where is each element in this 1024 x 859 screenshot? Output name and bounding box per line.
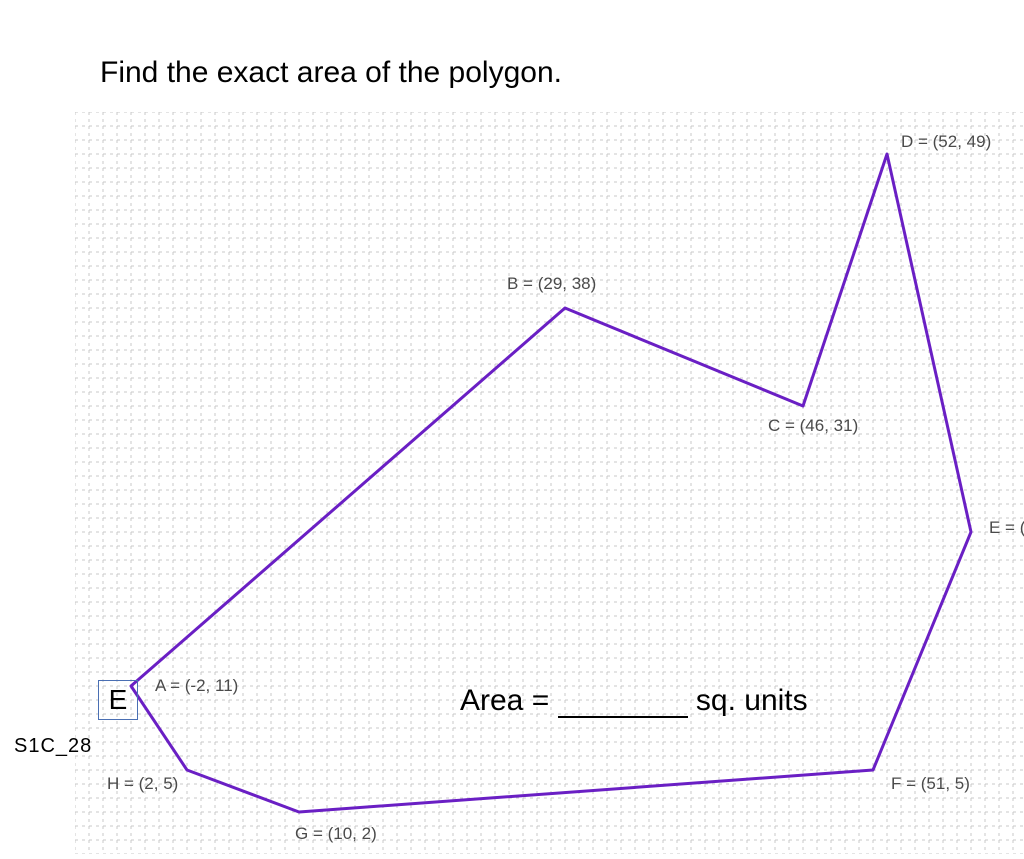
vertex-label-f: F = (51, 5) [891,774,970,794]
vertex-label-h: H = (2, 5) [107,774,178,794]
vertex-label-d: D = (52, 49) [901,132,991,152]
footer-code: S1C_28 [14,735,92,758]
vertex-label-a: A = (-2, 11) [155,676,238,696]
vertex-label-b: B = (29, 38) [507,274,596,294]
answer-prefix: Area = [460,684,549,717]
vertex-label-e: E = (58, 22) [989,518,1024,538]
variant-letter-box: E [98,680,138,720]
answer-suffix: sq. units [696,684,808,717]
vertex-label-c: C = (46, 31) [768,416,858,436]
variant-letter: E [109,684,128,716]
vertex-label-g: G = (10, 2) [295,824,377,844]
answer-blank[interactable] [558,715,688,718]
grid-svg [75,112,1024,854]
coordinate-grid: A = (-2, 11) B = (29, 38) C = (46, 31) D = … [75,112,1024,854]
answer-prompt: Area = sq. units [460,684,808,718]
page-title: Find the exact area of the polygon. [100,56,562,90]
